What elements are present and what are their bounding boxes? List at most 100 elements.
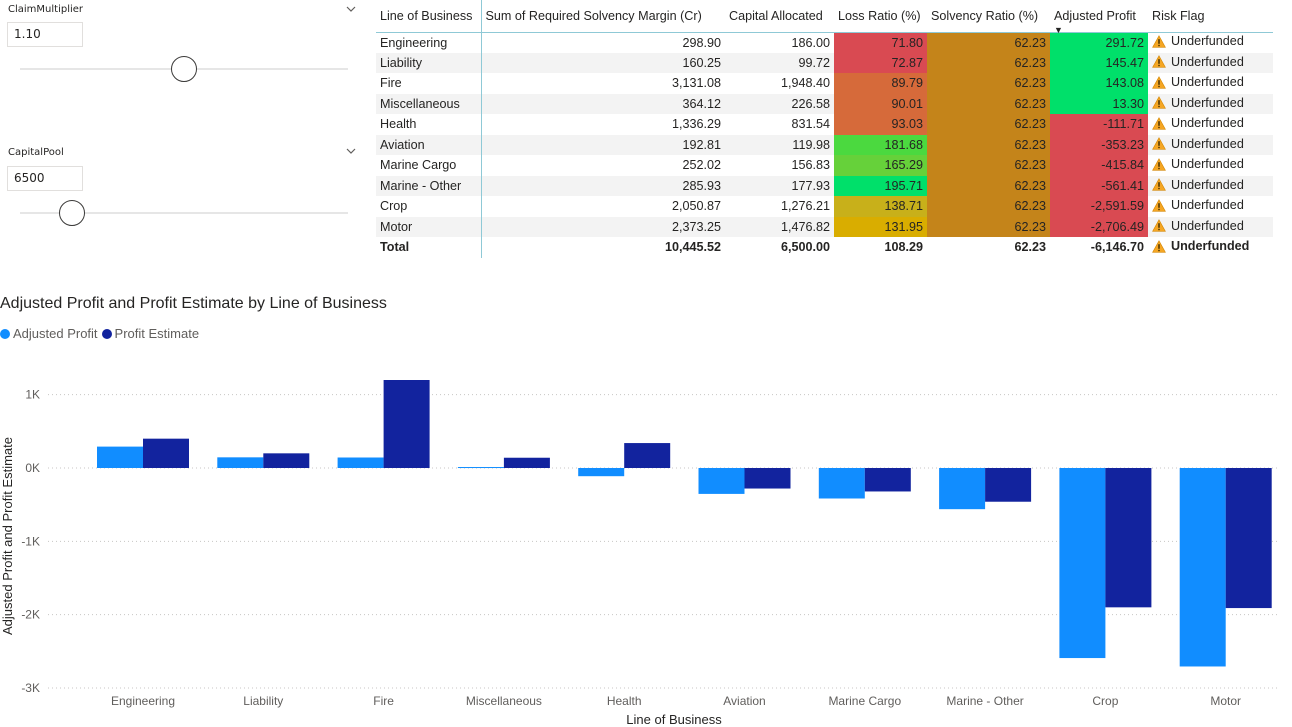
col-header-risk-flag[interactable]: Risk Flag: [1148, 0, 1273, 32]
chart-legend: Adjusted Profit Profit Estimate: [0, 326, 199, 341]
risk-flag-label: Underfunded: [1171, 198, 1244, 212]
bar-profit-estimate[interactable]: [1226, 468, 1272, 608]
cell-lob: Marine - Other: [376, 176, 481, 197]
bar-adjusted-profit[interactable]: [1059, 468, 1105, 658]
col-header-solvency-ratio[interactable]: Solvency Ratio (%): [927, 0, 1050, 32]
cell-risk-flag: Underfunded: [1148, 237, 1273, 258]
risk-flag-label: Underfunded: [1171, 137, 1244, 151]
cell-margin: 252.02: [481, 155, 725, 176]
warning-triangle-icon: [1152, 117, 1166, 130]
cell-loss-ratio: 90.01: [834, 94, 927, 115]
capital-pool-slicer: CapitalPool 6500: [0, 144, 362, 244]
risk-flag-label: Underfunded: [1171, 178, 1244, 192]
table-row[interactable]: Aviation 192.81 119.98 181.68 62.23 -353.23 Un…: [376, 135, 1273, 156]
bar-adjusted-profit[interactable]: [939, 468, 985, 509]
risk-flag: Underfunded: [1152, 116, 1244, 130]
bar-adjusted-profit[interactable]: [1180, 468, 1226, 666]
cell-adjusted-profit: -561.41: [1050, 176, 1148, 197]
legend-dot-profit-estimate: [102, 329, 112, 339]
table-row[interactable]: Liability 160.25 99.72 72.87 62.23 145.47 Unde…: [376, 53, 1273, 74]
y-tick-label: 0K: [25, 461, 40, 475]
col-header-adjusted-profit[interactable]: Adjusted Profit ▼: [1050, 0, 1148, 32]
capital-pool-input[interactable]: 6500: [7, 166, 83, 191]
claim-multiplier-input[interactable]: 1.10: [7, 22, 83, 47]
bar-profit-estimate[interactable]: [143, 439, 189, 468]
table-row[interactable]: Motor 2,373.25 1,476.82 131.95 62.23 -2,706.4…: [376, 217, 1273, 238]
cell-adjusted-profit: 145.47: [1050, 53, 1148, 74]
risk-flag: Underfunded: [1152, 219, 1244, 233]
warning-triangle-icon: [1152, 35, 1166, 48]
cell-adjusted-profit: 291.72: [1050, 32, 1148, 53]
claim-multiplier-thumb[interactable]: [171, 56, 197, 82]
chevron-down-icon[interactable]: [346, 4, 356, 14]
cell-risk-flag: Underfunded: [1148, 73, 1273, 94]
table-row[interactable]: Fire 3,131.08 1,948.40 89.79 62.23 143.08 Unde…: [376, 73, 1273, 94]
cell-solvency-ratio: 62.23: [927, 32, 1050, 53]
cell-risk-flag: Underfunded: [1148, 155, 1273, 176]
legend-dot-adjusted-profit: [0, 329, 10, 339]
bar-adjusted-profit[interactable]: [819, 468, 865, 498]
cell-capital: 6,500.00: [725, 237, 834, 258]
col-header-adjusted-profit-label: Adjusted Profit: [1054, 9, 1136, 23]
bar-profit-estimate[interactable]: [504, 458, 550, 468]
table-row[interactable]: Miscellaneous 364.12 226.58 90.01 62.23 13.30…: [376, 94, 1273, 115]
capital-pool-thumb[interactable]: [59, 200, 85, 226]
table-row[interactable]: Health 1,336.29 831.54 93.03 62.23 -111.71 Und…: [376, 114, 1273, 135]
cell-capital: 186.00: [725, 32, 834, 53]
bar-adjusted-profit[interactable]: [97, 447, 143, 468]
bar-profit-estimate[interactable]: [263, 453, 309, 468]
cell-risk-flag: Underfunded: [1148, 53, 1273, 74]
cell-solvency-ratio: 62.23: [927, 155, 1050, 176]
bar-profit-estimate[interactable]: [865, 468, 911, 491]
cell-capital: 119.98: [725, 135, 834, 156]
cell-loss-ratio: 131.95: [834, 217, 927, 238]
bar-adjusted-profit[interactable]: [699, 468, 745, 494]
chevron-down-icon[interactable]: [346, 146, 356, 156]
table-row[interactable]: Engineering 298.90 186.00 71.80 62.23 291.72 U…: [376, 32, 1273, 53]
col-header-margin[interactable]: Sum of Required Solvency Margin (Cr): [481, 0, 725, 32]
risk-flag-label: Underfunded: [1171, 239, 1249, 253]
claim-multiplier-slicer: ClaimMultiplier 1.10: [0, 0, 362, 100]
warning-triangle-icon: [1152, 55, 1166, 68]
cell-lob: Health: [376, 114, 481, 135]
warning-triangle-icon: [1152, 158, 1166, 171]
bar-adjusted-profit[interactable]: [578, 468, 624, 476]
table-row[interactable]: Marine - Other 285.93 177.93 195.71 62.23 -56…: [376, 176, 1273, 197]
bar-adjusted-profit[interactable]: [338, 458, 384, 468]
risk-flag: Underfunded: [1152, 198, 1244, 212]
bar-profit-estimate[interactable]: [624, 443, 670, 468]
warning-triangle-icon: [1152, 199, 1166, 212]
warning-triangle-icon: [1152, 137, 1166, 150]
legend-item-profit-estimate[interactable]: Profit Estimate: [102, 326, 200, 341]
cell-solvency-ratio: 62.23: [927, 217, 1050, 238]
risk-flag-label: Underfunded: [1171, 75, 1244, 89]
bar-profit-estimate[interactable]: [384, 380, 430, 468]
col-header-lob[interactable]: Line of Business: [376, 0, 481, 32]
cell-lob: Fire: [376, 73, 481, 94]
bar-profit-estimate[interactable]: [745, 468, 791, 489]
cell-margin: 160.25: [481, 53, 725, 74]
x-axis-title: Line of Business: [626, 712, 722, 727]
legend-item-adjusted-profit[interactable]: Adjusted Profit: [0, 326, 98, 341]
cell-capital: 831.54: [725, 114, 834, 135]
table-row[interactable]: Crop 2,050.87 1,276.21 138.71 62.23 -2,591.59…: [376, 196, 1273, 217]
cell-adjusted-profit: -415.84: [1050, 155, 1148, 176]
risk-flag: Underfunded: [1152, 96, 1244, 110]
bar-adjusted-profit[interactable]: [458, 467, 504, 468]
x-tick-label: Crop: [1092, 694, 1118, 708]
risk-flag: Underfunded: [1152, 239, 1249, 253]
x-tick-label: Marine - Other: [946, 694, 1023, 708]
cell-adjusted-profit: -6,146.70: [1050, 237, 1148, 258]
bar-profit-estimate[interactable]: [985, 468, 1031, 502]
col-header-capital[interactable]: Capital Allocated: [725, 0, 834, 32]
risk-flag: Underfunded: [1152, 137, 1244, 151]
table-total-row[interactable]: Total 10,445.52 6,500.00 108.29 62.23 -6,146.…: [376, 237, 1273, 258]
bar-profit-estimate[interactable]: [1105, 468, 1151, 607]
col-header-loss-ratio[interactable]: Loss Ratio (%): [834, 0, 927, 32]
risk-flag: Underfunded: [1152, 75, 1244, 89]
y-tick-label: -3K: [21, 681, 40, 695]
table-row[interactable]: Marine Cargo 252.02 156.83 165.29 62.23 -415.…: [376, 155, 1273, 176]
bar-adjusted-profit[interactable]: [217, 457, 263, 468]
cell-lob: Engineering: [376, 32, 481, 53]
cell-lob: Marine Cargo: [376, 155, 481, 176]
